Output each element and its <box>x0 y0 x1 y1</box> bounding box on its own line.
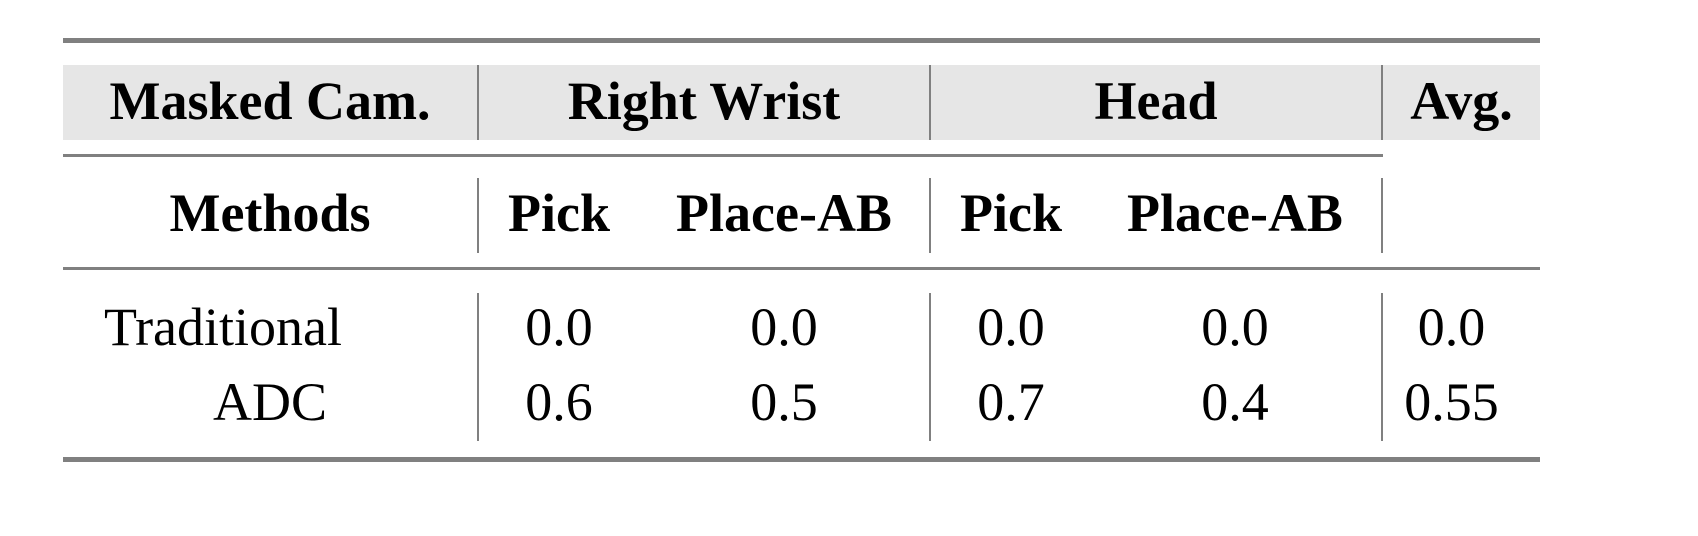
header-mid-rule <box>63 154 1383 157</box>
vline <box>477 65 479 140</box>
subcol-pick: Pick <box>508 183 610 243</box>
top-rule <box>63 38 1540 43</box>
cell-avg: 0.0 <box>1417 297 1486 357</box>
vline <box>929 293 931 441</box>
vline <box>929 178 931 253</box>
cell: 0.5 <box>750 372 818 432</box>
row-method: ADC <box>212 372 327 432</box>
cell: 0.0 <box>1201 297 1269 357</box>
cell: 0.0 <box>977 297 1045 357</box>
header-group-head: Head <box>1094 71 1218 131</box>
row-method: Traditional <box>103 297 343 357</box>
vline <box>929 65 931 140</box>
vline <box>477 178 479 253</box>
header-avg: Avg. <box>1410 71 1513 131</box>
bottom-rule <box>63 457 1540 462</box>
cell: 0.7 <box>977 372 1045 432</box>
vline <box>1381 293 1383 441</box>
vline <box>1381 65 1383 140</box>
cell: 0.4 <box>1201 372 1269 432</box>
header-masked-cam: Masked Cam. <box>109 71 431 131</box>
header-group-right-wrist: Right Wrist <box>567 71 841 131</box>
subcol-place-ab: Place-AB <box>676 183 892 243</box>
header-row-background <box>63 65 1540 140</box>
subcol-place-ab: Place-AB <box>1127 183 1343 243</box>
vline <box>477 293 479 441</box>
header-methods: Methods <box>169 183 371 243</box>
cell: 0.0 <box>750 297 818 357</box>
cell: 0.6 <box>525 372 593 432</box>
header-bottom-rule <box>63 267 1540 270</box>
subcol-pick: Pick <box>960 183 1062 243</box>
vline <box>1381 178 1383 253</box>
cell-avg: 0.55 <box>1404 372 1499 432</box>
cell: 0.0 <box>525 297 593 357</box>
